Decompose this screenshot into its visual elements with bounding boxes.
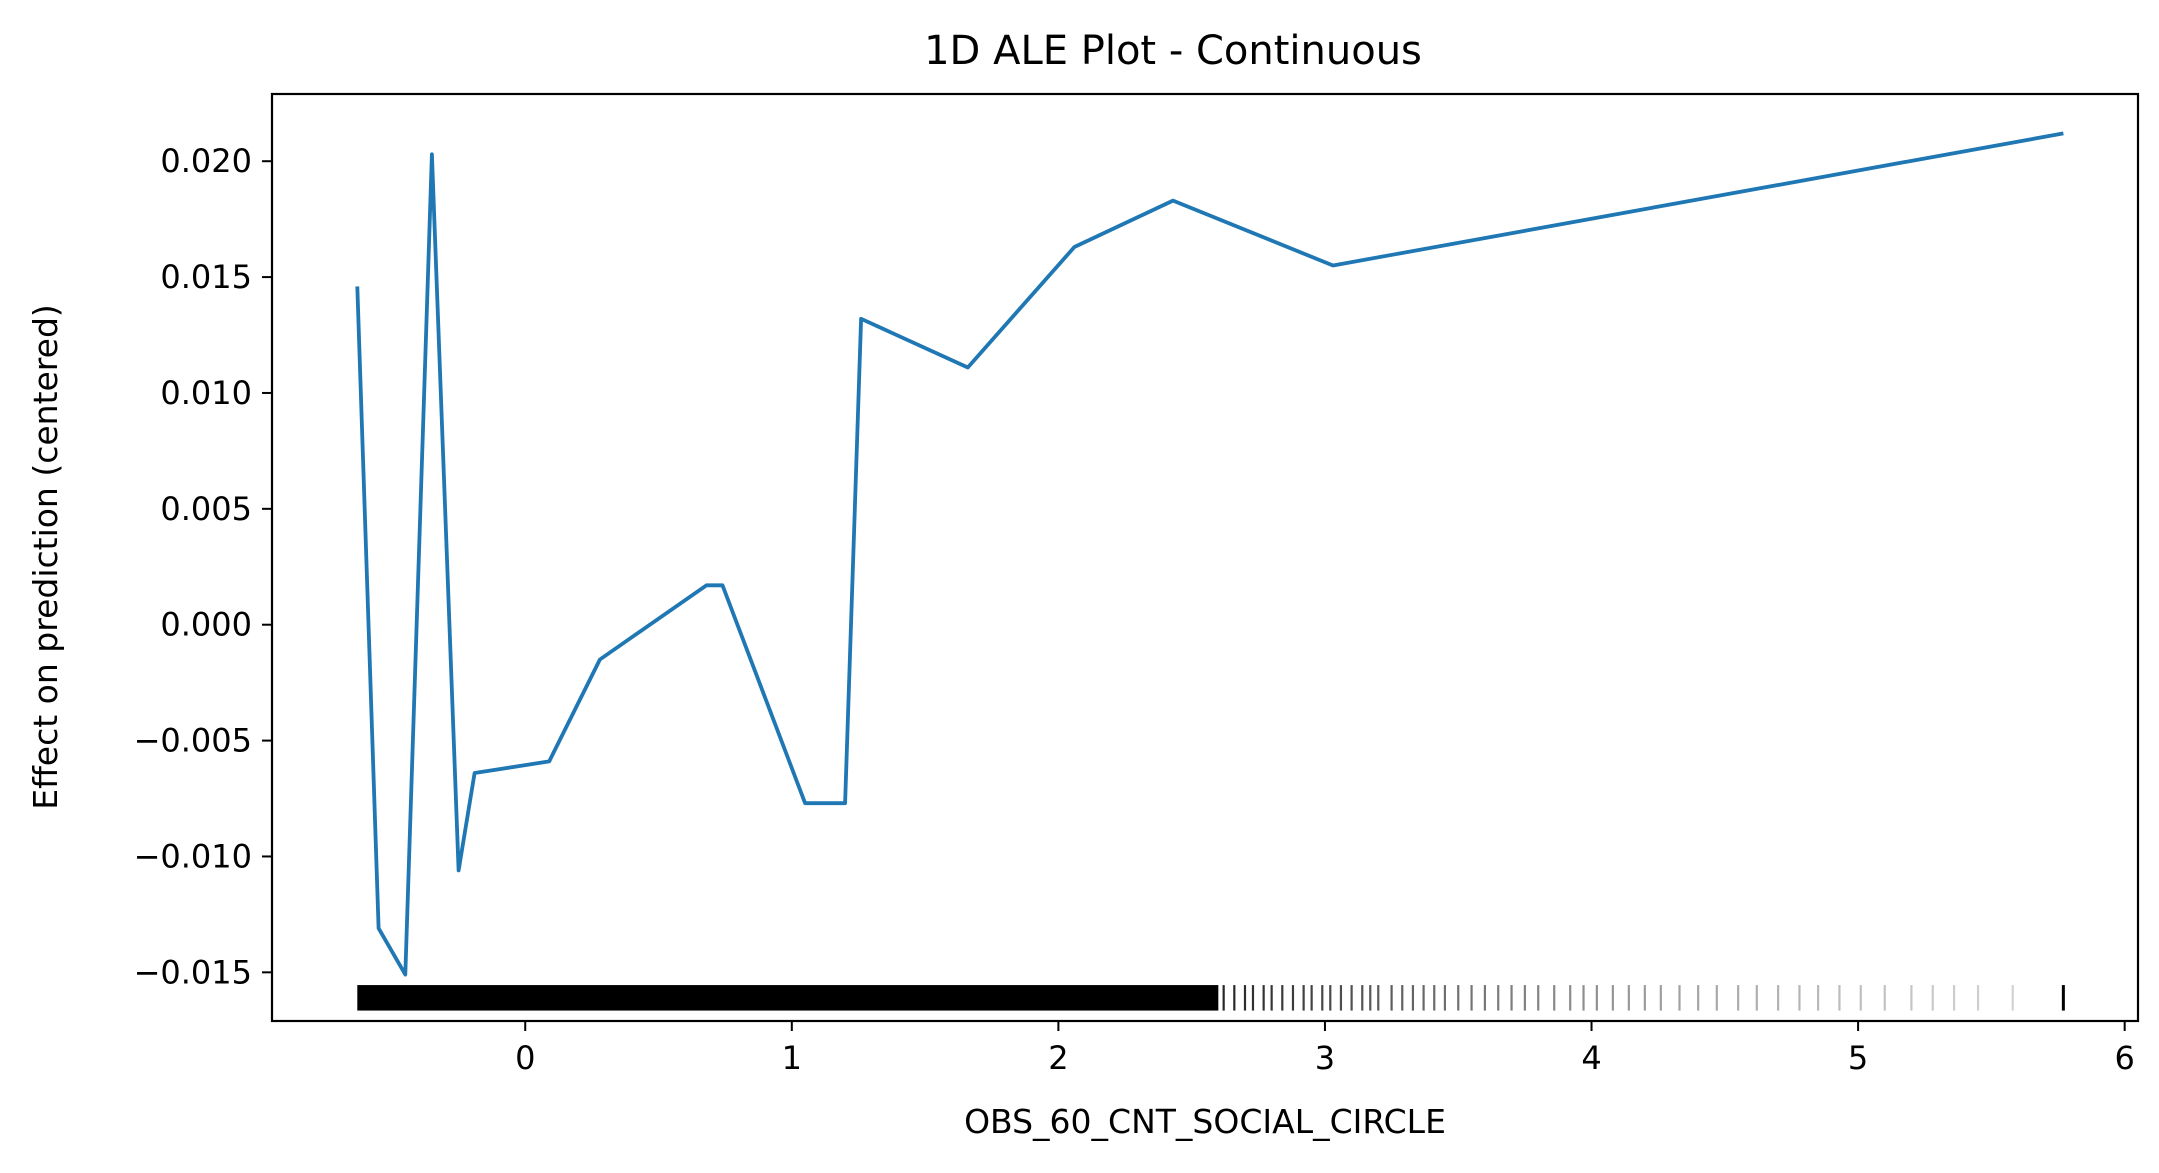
y-tick-label: −0.010 [134, 837, 252, 875]
y-axis: −0.015 −0.010 −0.005 0.000 0.005 0.010 0.015 0.… [134, 142, 272, 991]
y-tick-label: 0.010 [160, 374, 252, 412]
plot-area [355, 131, 2065, 1011]
x-axis-title: OBS_60_CNT_SOCIAL_CIRCLE [964, 1102, 1446, 1141]
y-tick-label: −0.015 [134, 953, 252, 991]
x-tick-label: 2 [1048, 1039, 1068, 1077]
y-tick-label: 0.005 [160, 490, 252, 528]
x-tick-label: 6 [2114, 1039, 2134, 1077]
y-tick-label: −0.005 [134, 722, 252, 760]
x-tick-label: 3 [1315, 1039, 1335, 1077]
y-axis-title: Effect on prediction (centered) [26, 304, 65, 810]
x-axis: 0 1 2 3 4 5 6 [515, 1021, 2135, 1077]
y-tick-label: 0.015 [160, 258, 252, 296]
rug-dense-band [357, 985, 1219, 1011]
x-tick-label: 0 [515, 1039, 535, 1077]
plot-frame [270, 92, 2140, 1023]
y-tick-label: 0.000 [160, 606, 252, 644]
x-tick-label: 1 [782, 1039, 802, 1077]
x-tick-label: 5 [1848, 1039, 1868, 1077]
x-tick-label: 4 [1581, 1039, 1601, 1077]
chart-title: 1D ALE Plot - Continuous [924, 28, 1422, 74]
series-line [355, 131, 2064, 977]
y-tick-label: 0.020 [160, 142, 252, 180]
